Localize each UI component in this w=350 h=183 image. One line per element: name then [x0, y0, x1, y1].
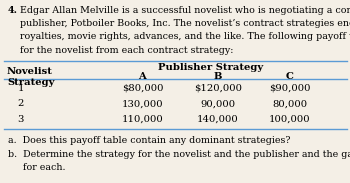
Text: for the novelist from each contract strategy:: for the novelist from each contract stra…	[20, 46, 233, 55]
Text: b.  Determine the strategy for the novelist and the publisher and the gains and : b. Determine the strategy for the noveli…	[8, 150, 350, 159]
Text: 3: 3	[18, 115, 24, 124]
Text: Novelist: Novelist	[7, 67, 53, 76]
Text: $90,000: $90,000	[269, 84, 311, 93]
Text: a.  Does this payoff table contain any dominant strategies?: a. Does this payoff table contain any do…	[8, 136, 290, 145]
Text: $120,000: $120,000	[194, 84, 242, 93]
Text: 80,000: 80,000	[272, 99, 307, 108]
Text: Edgar Allan Melville is a successful novelist who is negotiating a contract for : Edgar Allan Melville is a successful nov…	[20, 6, 350, 15]
Text: 4.: 4.	[8, 6, 18, 15]
Text: royalties, movie rights, advances, and the like. The following payoff table show: royalties, movie rights, advances, and t…	[20, 33, 350, 42]
Text: A: A	[139, 72, 146, 81]
Text: 140,000: 140,000	[197, 115, 239, 124]
Text: 130,000: 130,000	[121, 99, 163, 108]
Text: B: B	[214, 72, 222, 81]
Text: $80,000: $80,000	[122, 84, 163, 93]
Text: 2: 2	[18, 99, 24, 108]
Text: C: C	[286, 72, 294, 81]
Text: 110,000: 110,000	[121, 115, 163, 124]
Text: 100,000: 100,000	[269, 115, 311, 124]
Text: publisher, Potboiler Books, Inc. The novelist’s contract strategies encompass va: publisher, Potboiler Books, Inc. The nov…	[20, 19, 350, 28]
Text: 90,000: 90,000	[200, 99, 236, 108]
Text: 1: 1	[18, 84, 24, 93]
Text: for each.: for each.	[8, 163, 65, 172]
Text: Publisher Strategy: Publisher Strategy	[159, 63, 264, 72]
Text: Strategy: Strategy	[7, 79, 54, 87]
